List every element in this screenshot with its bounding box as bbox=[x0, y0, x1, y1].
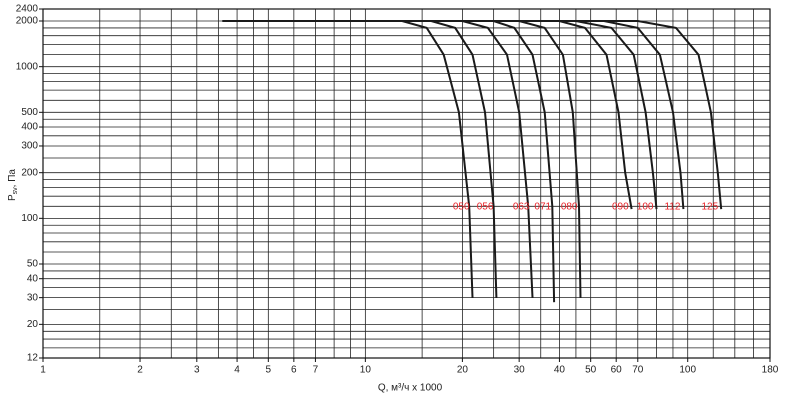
curve-label: 112 bbox=[664, 202, 680, 213]
x-axis-title: Q, м³/ч x 1000 bbox=[378, 383, 443, 394]
x-tick-label: 60 bbox=[611, 365, 623, 376]
x-tick-label: 40 bbox=[554, 365, 566, 376]
y-tick-label: 40 bbox=[27, 273, 39, 284]
y-tick-label: 30 bbox=[27, 292, 39, 303]
x-tick-label: 180 bbox=[762, 365, 779, 376]
y-axis-title: Psv, Па bbox=[7, 169, 19, 201]
x-tick-label: 6 bbox=[291, 365, 297, 376]
x-tick-label: 10 bbox=[360, 365, 372, 376]
x-tick-label: 30 bbox=[514, 365, 526, 376]
plot-border bbox=[42, 8, 771, 359]
y-tick-label: 100 bbox=[21, 213, 38, 224]
y-title-main: P bbox=[7, 194, 18, 201]
y-tick-label: 2000 bbox=[16, 16, 39, 27]
fan-curve bbox=[462, 20, 723, 210]
x-tick-label: 100 bbox=[679, 365, 696, 376]
curve-label: 100 bbox=[637, 202, 654, 213]
x-tick-label: 7 bbox=[313, 365, 319, 376]
x-tick-label: 2 bbox=[137, 365, 143, 376]
curve-label: 071 bbox=[534, 202, 551, 213]
y-tick-label: 50 bbox=[27, 259, 39, 270]
y-tick-label: 300 bbox=[21, 141, 38, 152]
fan-curve bbox=[222, 20, 474, 298]
x-tick-label: 70 bbox=[632, 365, 644, 376]
y-tick-label: 20 bbox=[27, 319, 39, 330]
x-tick-label: 1 bbox=[40, 365, 46, 376]
y-tick-label: 12 bbox=[27, 353, 39, 364]
y-tick-label: 1000 bbox=[16, 61, 39, 72]
curve-label: 080 bbox=[561, 202, 578, 213]
curve-label: 050 bbox=[453, 202, 470, 213]
x-tick-label: 50 bbox=[585, 365, 597, 376]
y-tick-label: 2400 bbox=[16, 4, 39, 15]
fan-curve bbox=[402, 20, 633, 210]
curve-label: 090 bbox=[612, 202, 629, 213]
y-tick-label: 200 bbox=[21, 167, 38, 178]
y-tick-label: 400 bbox=[21, 122, 38, 133]
fan-curve bbox=[334, 20, 534, 298]
fan-curve bbox=[378, 20, 582, 298]
x-tick-label: 4 bbox=[234, 365, 240, 376]
y-title-sub: sv bbox=[12, 187, 19, 195]
y-tick-label: 500 bbox=[21, 107, 38, 118]
curve-label: 063 bbox=[513, 202, 530, 213]
fan-curve bbox=[422, 20, 658, 210]
x-tick-label: 20 bbox=[457, 365, 469, 376]
x-tick-label: 5 bbox=[266, 365, 272, 376]
curve-label: 125 bbox=[701, 202, 718, 213]
x-tick-label: 3 bbox=[194, 365, 200, 376]
fan-curve bbox=[291, 20, 498, 298]
y-title-unit: , Па bbox=[7, 169, 18, 188]
curve-label: 056 bbox=[477, 202, 494, 213]
